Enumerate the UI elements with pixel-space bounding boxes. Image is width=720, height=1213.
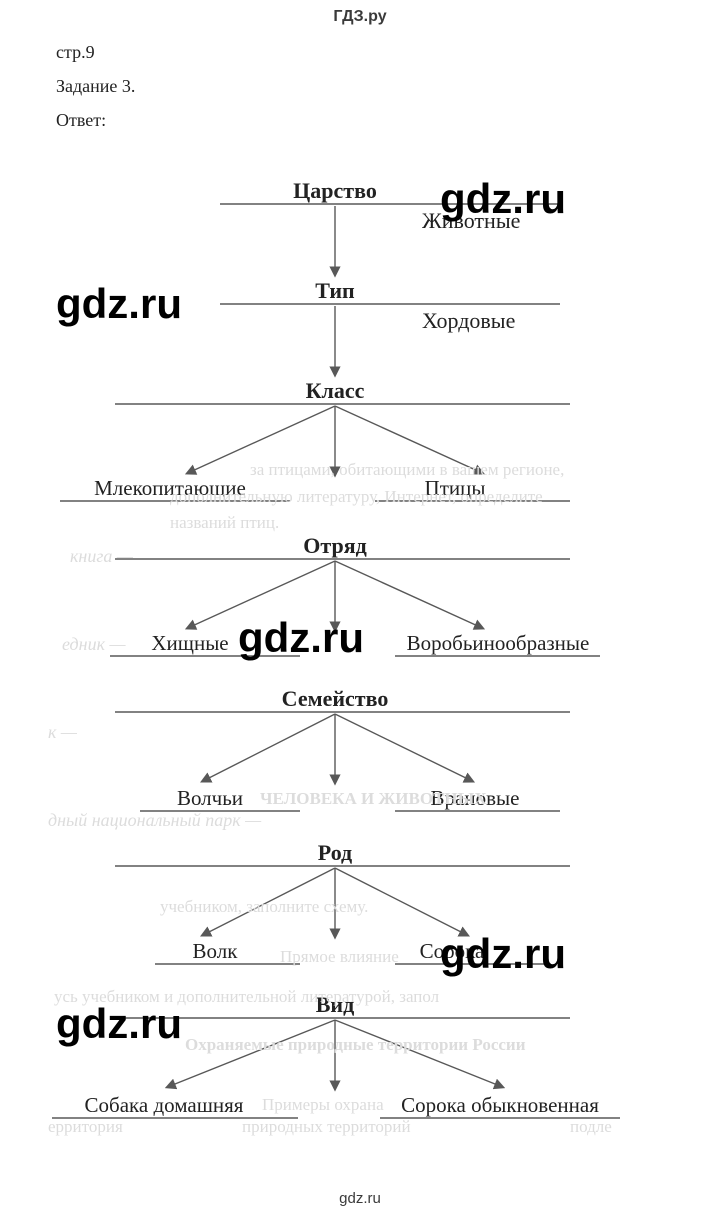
svg-text:Хищные: Хищные bbox=[151, 631, 228, 655]
svg-text:усь учебником и дополнительной: усь учебником и дополнительной литератур… bbox=[54, 987, 440, 1006]
svg-text:за птицами, обитающими в вашем: за птицами, обитающими в вашем регионе, bbox=[250, 460, 564, 479]
svg-text:к —: к — bbox=[48, 722, 78, 742]
svg-text:дный национальный парк —: дный национальный парк — bbox=[48, 810, 262, 830]
svg-text:Примеры охрана: Примеры охрана bbox=[262, 1095, 384, 1114]
svg-text:ерритория: ерритория bbox=[48, 1117, 123, 1136]
svg-text:Род: Род bbox=[318, 840, 352, 865]
svg-text:природных территорий: природных территорий bbox=[242, 1117, 411, 1136]
svg-text:Волчьи: Волчьи bbox=[177, 786, 243, 810]
svg-text:ЧЕЛОВЕКА И ЖИВОТНЫХ: ЧЕЛОВЕКА И ЖИВОТНЫХ bbox=[260, 789, 487, 808]
svg-text:Прямое влияние: Прямое влияние bbox=[280, 947, 399, 966]
svg-text:Сорока: Сорока bbox=[420, 939, 485, 963]
svg-text:едник —: едник — bbox=[62, 634, 126, 654]
svg-text:Класс: Класс bbox=[306, 378, 365, 403]
svg-text:Семейство: Семейство bbox=[282, 686, 389, 711]
svg-text:Собака домашняя: Собака домашняя bbox=[85, 1093, 244, 1117]
svg-text:Сорока обыкновенная: Сорока обыкновенная bbox=[401, 1093, 599, 1117]
svg-text:Животные: Животные bbox=[422, 208, 520, 233]
svg-text:Хордовые: Хордовые bbox=[422, 308, 515, 333]
svg-text:Волк: Волк bbox=[193, 939, 239, 963]
taxonomy-diagram: Царство Животные Тип Хордовые Класс Отряд Семе… bbox=[0, 0, 720, 1213]
svg-text:дополнительную литературу, Инт: дополнительную литературу, Интернет, опр… bbox=[170, 487, 543, 506]
svg-text:Отряд: Отряд bbox=[303, 533, 366, 558]
svg-text:Охраняемые природные территори: Охраняемые природные территории России bbox=[185, 1035, 526, 1054]
svg-text:названий птиц.: названий птиц. bbox=[170, 513, 279, 532]
svg-text:Тип: Тип bbox=[315, 278, 355, 303]
svg-text:Царство: Царство bbox=[293, 178, 377, 203]
svg-text:книга —: книга — bbox=[70, 546, 134, 566]
svg-text:Воробьинообразные: Воробьинообразные bbox=[407, 631, 590, 655]
svg-text:учебником, заполните схему.: учебником, заполните схему. bbox=[160, 897, 368, 916]
svg-text:подле: подле bbox=[570, 1117, 612, 1136]
